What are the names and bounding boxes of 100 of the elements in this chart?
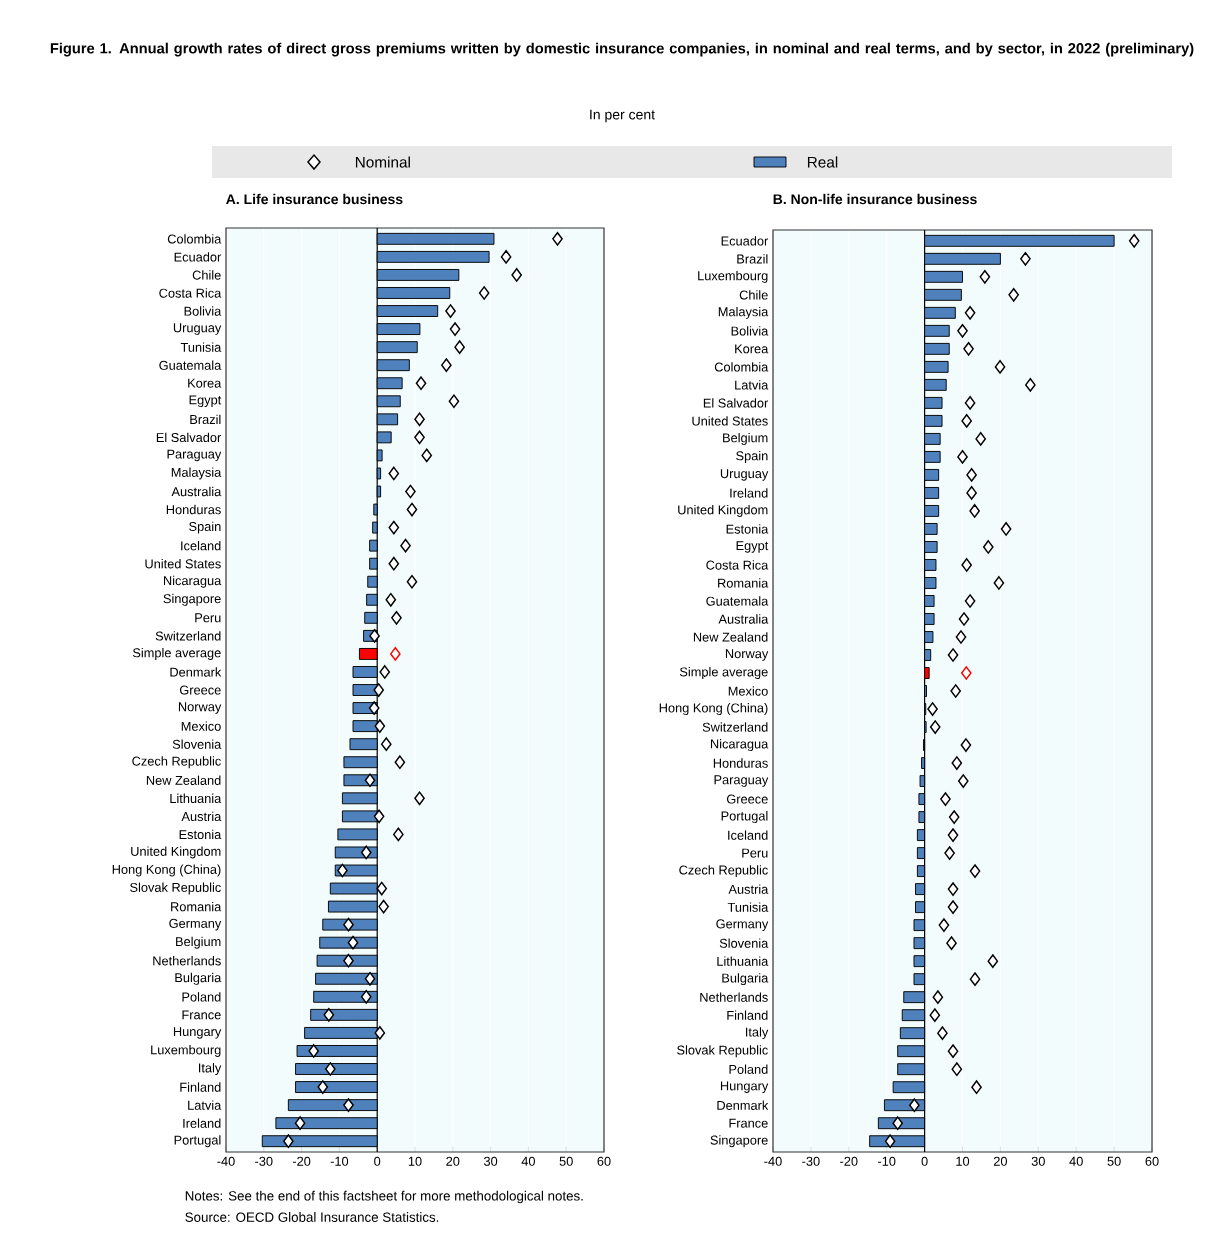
point: [373, 809, 385, 824]
point: [364, 773, 376, 788]
point: [1000, 522, 1012, 536]
point: [929, 720, 941, 734]
point: [1025, 378, 1036, 392]
point: [938, 918, 950, 932]
y-tick-label: Netherlands: [153, 956, 221, 966]
y-tick-label: Peru: [195, 613, 221, 623]
point: [966, 486, 977, 500]
x-tick-label: 10: [408, 1156, 422, 1166]
point: [364, 971, 376, 986]
x-tick-label: 0: [921, 1156, 928, 1166]
y-tick-label: Bulgaria: [722, 973, 769, 986]
x-tick-label: 10: [956, 1156, 970, 1166]
point: [982, 540, 994, 554]
y-tick-label: Luxembourg: [698, 270, 768, 283]
y-tick-label: Uruguay: [720, 469, 769, 481]
text: Notes: See the end of this factsheet for more methodological notes.: [185, 1190, 583, 1204]
point: [414, 791, 425, 806]
point: [343, 917, 354, 932]
point: [948, 810, 960, 824]
y-tick-label: Switzerland: [702, 722, 768, 732]
point: [987, 954, 999, 969]
y-tick-label: United States: [145, 559, 221, 569]
point: [951, 756, 963, 770]
y-tick-label: Tunisia: [727, 902, 769, 912]
point: [294, 1116, 306, 1131]
y-tick-label: Korea: [735, 344, 769, 354]
point: [308, 1044, 320, 1058]
point: [947, 828, 959, 842]
point: [414, 430, 425, 445]
point: [947, 882, 959, 896]
point: [391, 610, 402, 625]
y-tick-label: Finland: [727, 1010, 768, 1020]
y-tick-label: Australia: [718, 614, 769, 624]
y-tick-label: Lithuania: [717, 956, 769, 966]
y-tick-label: Lithuania: [170, 793, 222, 803]
point: [360, 989, 372, 1004]
y-tick-label: New Zealand: [146, 775, 221, 785]
y-tick-label: Costa Rica: [159, 288, 222, 298]
x-tick-label: 0: [374, 1156, 381, 1166]
y-tick-label: United Kingdom: [131, 846, 221, 859]
point: [964, 305, 976, 320]
x-tick-label: 30: [483, 1156, 498, 1166]
point: [1128, 233, 1140, 248]
y-tick-label: Belgium: [176, 936, 221, 949]
x-tick-label: 50: [559, 1156, 573, 1166]
y-tick-label: New Zealand: [693, 632, 768, 642]
point: [414, 412, 425, 427]
point: [441, 358, 452, 373]
point: [373, 683, 385, 697]
point: [955, 630, 967, 644]
point: [947, 900, 959, 914]
point: [324, 1062, 336, 1076]
y-tick-label: Slovenia: [172, 739, 222, 749]
y-tick-label: Brazil: [190, 414, 221, 425]
y-tick-label: Czech Republic: [679, 865, 768, 878]
y-tick-label: Simple average: [679, 667, 768, 679]
y-tick-label: Poland: [182, 992, 221, 1002]
y-tick-label: Germany: [716, 919, 769, 931]
y-tick-label: Honduras: [713, 758, 768, 768]
y-tick-label: Greece: [179, 685, 221, 695]
y-tick-label: Portugal: [174, 1135, 221, 1148]
y-tick-label: Austria: [728, 884, 769, 894]
point: [964, 396, 976, 410]
y-tick-label: Tunisia: [180, 342, 222, 352]
point: [932, 990, 944, 1005]
point: [511, 268, 523, 282]
point: [394, 755, 406, 770]
point: [478, 286, 490, 300]
legend-label: Nominal: [355, 156, 410, 168]
point: [388, 466, 400, 481]
y-tick-label: Italy: [745, 1027, 769, 1040]
point: [388, 556, 400, 571]
point: [380, 737, 392, 752]
point: [283, 1134, 294, 1149]
x-tick-label: -20: [292, 1156, 311, 1166]
point: [415, 376, 427, 391]
x-tick-label: 60: [1145, 1156, 1159, 1166]
point: [937, 1026, 948, 1041]
y-tick-label: Latvia: [188, 1100, 222, 1110]
y-tick-label: Hong Kong (China): [659, 703, 768, 715]
y-tick-label: Bolivia: [184, 306, 222, 316]
point: [552, 231, 563, 246]
y-tick-label: Poland: [729, 1064, 768, 1074]
point: [947, 1044, 959, 1059]
y-tick-label: Greece: [726, 794, 768, 804]
y-tick-label: Bolivia: [731, 326, 769, 336]
y-tick-label: Ireland: [730, 488, 768, 498]
point: [369, 629, 380, 643]
y-tick-label: Slovak Republic: [677, 1045, 768, 1058]
y-tick-label: Ireland: [183, 1118, 221, 1128]
point: [961, 414, 973, 428]
y-tick-label: Colombia: [714, 362, 769, 372]
y-tick-label: El Salvador: [156, 432, 222, 443]
point: [388, 520, 400, 535]
y-tick-label: Chile: [739, 290, 768, 300]
y-tick-label: Brazil: [737, 254, 768, 264]
y-tick-label: Nicaragua: [163, 575, 222, 588]
point: [390, 647, 401, 661]
